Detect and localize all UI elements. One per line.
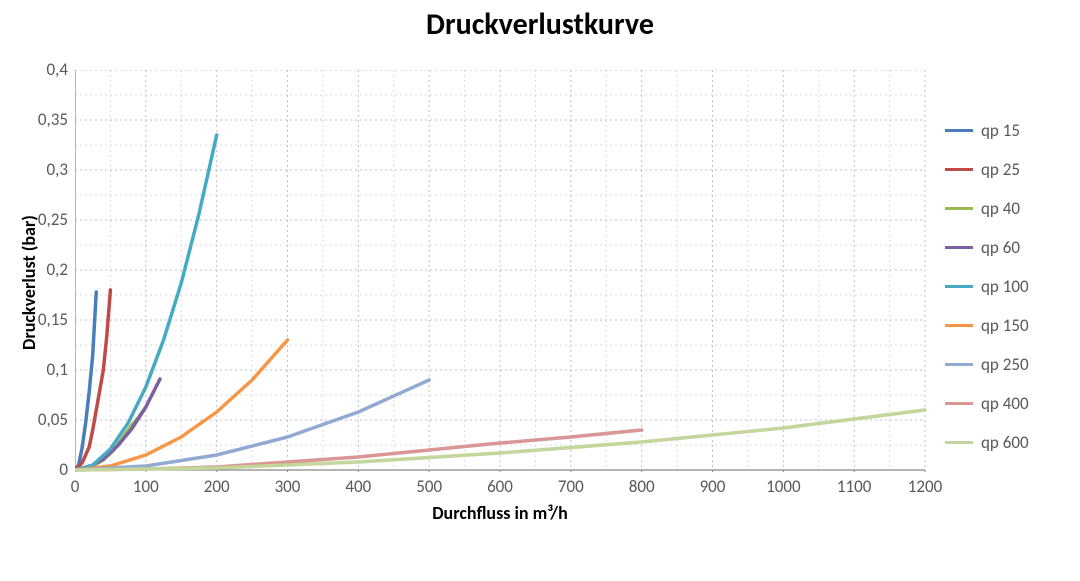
y-tick-label: 0,35 xyxy=(20,109,68,130)
x-tick-label: 100 xyxy=(116,476,176,497)
y-tick-label: 0,4 xyxy=(20,59,68,80)
x-tick-label: 1200 xyxy=(895,476,955,497)
y-tick-label: 0,15 xyxy=(20,309,68,330)
legend-swatch xyxy=(945,285,973,288)
legend-label: qp 600 xyxy=(981,432,1029,453)
y-tick-label: 0,2 xyxy=(20,259,68,280)
plot-area xyxy=(75,70,927,472)
legend-label: qp 40 xyxy=(981,198,1020,219)
y-tick-label: 0,3 xyxy=(20,159,68,180)
legend-item: qp 100 xyxy=(945,276,1029,297)
chart-container: Druckverlustkurve Druckverlust (bar) Dur… xyxy=(0,0,1080,581)
chart-title: Druckverlustkurve xyxy=(0,6,1080,43)
legend-item: qp 60 xyxy=(945,237,1029,258)
x-tick-label: 600 xyxy=(470,476,530,497)
legend-label: qp 150 xyxy=(981,315,1029,336)
legend: qp 15 qp 25 qp 40 qp 60 qp 100 qp 150 qp 250 qp… xyxy=(945,120,1029,471)
x-tick-label: 1000 xyxy=(753,476,813,497)
x-tick-label: 400 xyxy=(328,476,388,497)
legend-swatch xyxy=(945,324,973,327)
legend-item: qp 600 xyxy=(945,432,1029,453)
legend-swatch xyxy=(945,246,973,249)
x-tick-label: 500 xyxy=(399,476,459,497)
x-tick-label: 300 xyxy=(258,476,318,497)
legend-item: qp 150 xyxy=(945,315,1029,336)
legend-swatch xyxy=(945,402,973,405)
legend-item: qp 40 xyxy=(945,198,1029,219)
legend-item: qp 25 xyxy=(945,159,1029,180)
x-tick-label: 900 xyxy=(683,476,743,497)
legend-swatch xyxy=(945,363,973,366)
y-tick-label: 0 xyxy=(20,459,68,480)
x-tick-label: 700 xyxy=(541,476,601,497)
legend-item: qp 400 xyxy=(945,393,1029,414)
x-tick-label: 200 xyxy=(187,476,247,497)
legend-label: qp 400 xyxy=(981,393,1029,414)
legend-swatch xyxy=(945,129,973,132)
legend-label: qp 25 xyxy=(981,159,1020,180)
legend-swatch xyxy=(945,168,973,171)
x-axis-label: Durchfluss in m³/h xyxy=(75,502,925,524)
y-tick-label: 0,05 xyxy=(20,409,68,430)
x-tick-label: 800 xyxy=(612,476,672,497)
y-tick-label: 0,1 xyxy=(20,359,68,380)
x-tick-label: 1100 xyxy=(824,476,884,497)
legend-label: qp 60 xyxy=(981,237,1020,258)
legend-swatch xyxy=(945,207,973,210)
legend-label: qp 15 xyxy=(981,120,1020,141)
legend-item: qp 250 xyxy=(945,354,1029,375)
legend-label: qp 250 xyxy=(981,354,1029,375)
y-tick-label: 0,25 xyxy=(20,209,68,230)
legend-item: qp 15 xyxy=(945,120,1029,141)
legend-label: qp 100 xyxy=(981,276,1029,297)
legend-swatch xyxy=(945,441,973,444)
